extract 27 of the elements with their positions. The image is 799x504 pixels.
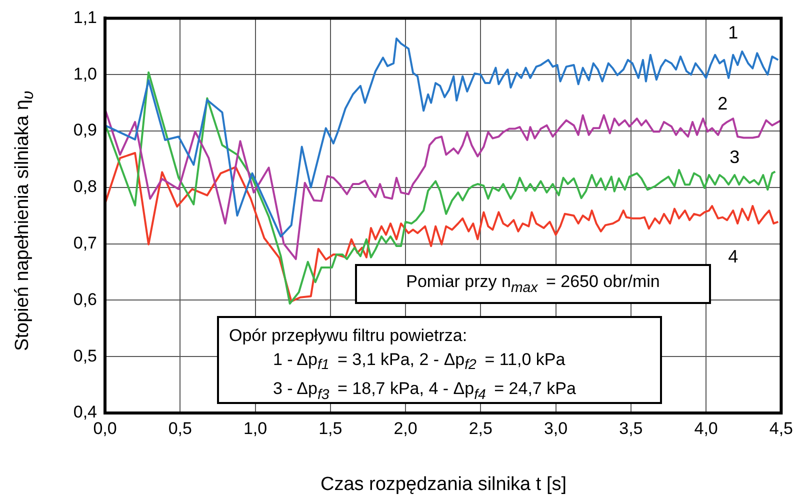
x-tick-label: 0,5 <box>168 418 192 438</box>
y-tick-label: 0,7 <box>73 233 97 252</box>
series-label: 3 <box>730 146 740 167</box>
annotation: 3 - Δp$_{f3}$ = 18,7 kPa, 4 - Δp$_{f4}$ = 24,7 kPa <box>272 378 577 405</box>
x-tick-label: 1,5 <box>318 418 342 438</box>
x-tick-label: 3,0 <box>544 418 568 438</box>
series-label: 4 <box>728 246 738 266</box>
note-box: Pomiar przy n$_{max}$ = 2650 obr/min <box>355 264 711 304</box>
x-tick-label: 2,0 <box>394 418 418 438</box>
x-tick-label: 4,5 <box>769 418 794 438</box>
y-tick-label: 1,1 <box>73 8 97 27</box>
y-tick-label: 0,6 <box>73 290 97 309</box>
annotation: Opór przepływu filtru powietrza: <box>229 325 468 347</box>
x-axis-title: Czas rozpędzania silnika t [s] <box>319 474 568 496</box>
series-label: 1 <box>728 22 738 42</box>
note-box: Opór przepływu filtru powietrza: 1 - Δp$_{f1}$ = 3,1 kPa, 2 - Δp$_{f2}$ = 11,0 kPa 3 - Δp$_{f3}$ = 18,7 kPa, 4 - Δp$_{f4}$ = 24,7 kPa <box>217 316 662 404</box>
x-tick-label: 1,0 <box>243 418 268 438</box>
annotation: 1 - Δp$_{f1}$ = 3,1 kPa, 2 - Δp$_{f2}$ = 11,0 kPa <box>272 349 566 376</box>
annotation: Pomiar przy n$_{max}$ = 2650 obr/min <box>406 272 660 296</box>
y-tick-label: 0,8 <box>73 177 97 196</box>
x-tick-label: 2,5 <box>468 418 492 438</box>
x-tick-label: 4,0 <box>694 418 718 438</box>
series-label: 2 <box>718 94 728 114</box>
x-tick-label: 3,5 <box>619 418 643 438</box>
y-tick-label: 0,9 <box>73 120 97 140</box>
y-tick-label: 1,0 <box>73 64 97 84</box>
y-tick-label: 0,5 <box>73 346 97 366</box>
